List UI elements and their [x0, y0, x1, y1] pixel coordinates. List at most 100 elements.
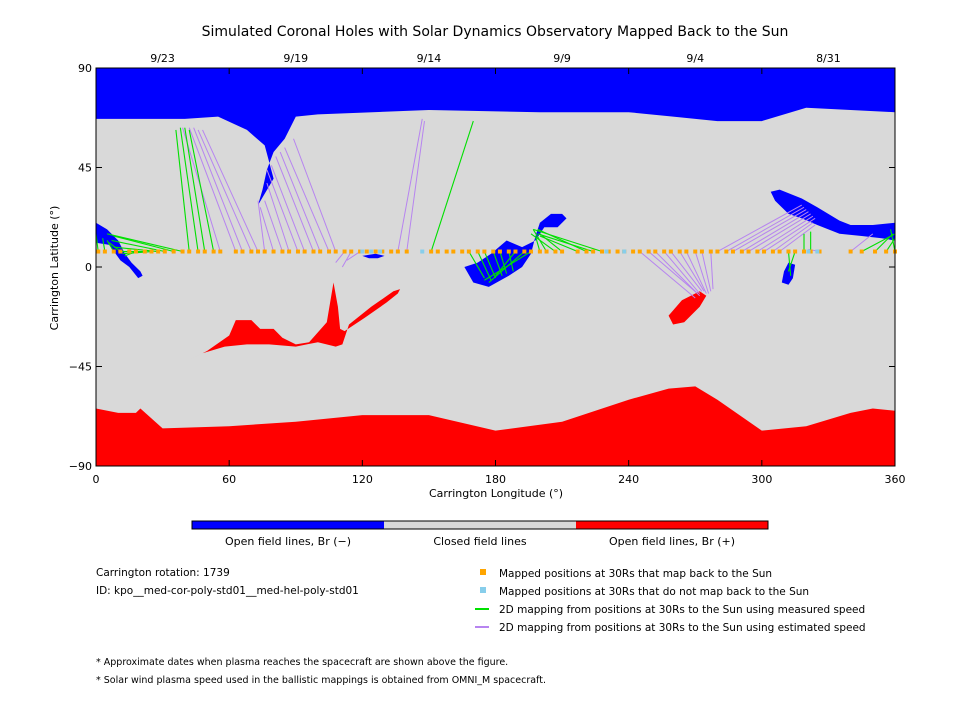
date-label: 9/4: [686, 52, 704, 65]
measured-speed-line: [111, 239, 165, 253]
measured-speed-line: [533, 228, 603, 253]
estimated-speed-line: [701, 251, 712, 292]
mapped-point: [591, 249, 596, 254]
chart-title: Simulated Coronal Holes with Solar Dynam…: [202, 24, 789, 40]
mapped-point: [180, 249, 185, 254]
mapped-point: [156, 249, 161, 254]
unmapped-point: [420, 249, 425, 254]
mapped-point: [522, 249, 527, 254]
estimated-speed-line: [266, 169, 299, 252]
mapped-point: [395, 249, 400, 254]
estimated-speed-line: [279, 151, 321, 252]
estimated-speed-line: [654, 251, 701, 297]
y-tick-label: 0: [85, 261, 92, 274]
unmapped-point: [622, 249, 627, 254]
mapped-point: [202, 249, 207, 254]
x-tick-label: 240: [618, 473, 639, 486]
estimated-speed-line: [397, 118, 423, 252]
mapped-point: [466, 249, 471, 254]
estimated-speed-line: [341, 251, 352, 268]
mapped-point: [249, 249, 254, 254]
mapped-point: [513, 249, 518, 254]
mapped-point: [553, 249, 558, 254]
measured-speed-line: [890, 229, 896, 252]
mapped-point: [662, 249, 667, 254]
estimated-speed-line: [639, 251, 696, 299]
estimated-speed-line: [293, 138, 337, 252]
estimated-speed-line: [193, 127, 243, 252]
unmapped-point: [369, 249, 374, 254]
date-label: 9/19: [283, 52, 308, 65]
measured-speed-line: [106, 233, 183, 253]
mapped-point: [295, 249, 300, 254]
y-tick-label: 45: [78, 162, 92, 175]
mapped-point: [575, 249, 580, 254]
estimated-speed-line: [748, 213, 811, 252]
measured-speed-line: [787, 251, 792, 276]
mapped-point: [149, 249, 154, 254]
mapped-point: [311, 249, 316, 254]
estimated-speed-line: [726, 206, 805, 252]
mapped-point: [755, 249, 760, 254]
measured-speed-line: [483, 251, 497, 279]
mapped-point: [491, 249, 496, 254]
x-axis-label: Carrington Longitude (°): [429, 487, 563, 500]
estimated-speed-line: [197, 129, 252, 252]
mapped-point: [373, 249, 378, 254]
estimated-speed-line: [772, 222, 814, 252]
measured-speed-line: [885, 237, 896, 252]
mapped-point: [777, 249, 782, 254]
colorbar-frame: [191, 520, 769, 530]
date-axis: 9/23 9/19 9/14 9/9 9/4 8/31: [150, 52, 841, 65]
mapped-point: [560, 249, 565, 254]
estimated-speed-line: [757, 215, 814, 252]
estimated-speed-line: [741, 211, 809, 252]
mapped-point: [584, 249, 589, 254]
carrington-rotation: Carrington rotation: 1739: [96, 567, 230, 579]
estimated-speed-line: [685, 251, 707, 294]
mapped-point: [802, 249, 807, 254]
mapped-point: [196, 249, 201, 254]
mapped-point: [364, 249, 369, 254]
mapped-point: [646, 249, 651, 254]
model-id: ID: kpo__med-cor-poly-std01__med-hel-pol…: [96, 585, 359, 597]
measured-speed-line: [484, 251, 532, 281]
mapping-lines: [95, 118, 896, 299]
measured-speed-line: [508, 251, 514, 272]
estimated-speed-line: [850, 233, 874, 252]
x-tick-label: 360: [885, 473, 906, 486]
estimated-speed-line: [188, 127, 237, 252]
coronal-hole-positive: [668, 291, 707, 325]
mapped-point: [668, 249, 673, 254]
mapped-point: [615, 249, 620, 254]
x-axis: 0 60 120 180 240 300 360: [93, 68, 906, 486]
mapped-point: [637, 249, 642, 254]
mapped-point: [817, 249, 822, 254]
mapped-point: [475, 249, 480, 254]
estimated-speed-line: [346, 251, 361, 261]
unmapped-point: [604, 249, 609, 254]
mapped-point: [786, 249, 791, 254]
mapped-point: [730, 249, 735, 254]
mapped-point: [211, 249, 216, 254]
mapped-point: [389, 249, 394, 254]
mapped-point: [699, 249, 704, 254]
date-label: 9/14: [417, 52, 442, 65]
estimated-speed-line: [266, 182, 290, 252]
mapped-point: [859, 249, 864, 254]
measured-speed-line: [468, 251, 485, 279]
mapped-point: [333, 249, 338, 254]
mapped-point: [739, 249, 744, 254]
estimated-speed-line: [732, 209, 807, 252]
mapped-point: [884, 249, 889, 254]
legend-label: Mapped positions at 30Rs that map back t…: [499, 568, 772, 580]
legend: Mapped positions at 30Rs that map back t…: [475, 568, 866, 634]
measured-speed-line: [787, 251, 796, 272]
mapped-point: [380, 249, 385, 254]
mapped-point: [127, 249, 132, 254]
mapped-point: [240, 249, 245, 254]
estimated-speed-line: [648, 251, 698, 294]
measured-speed-line: [102, 238, 106, 252]
measured-speed-line: [477, 251, 492, 281]
measured-speed-line: [534, 235, 541, 252]
